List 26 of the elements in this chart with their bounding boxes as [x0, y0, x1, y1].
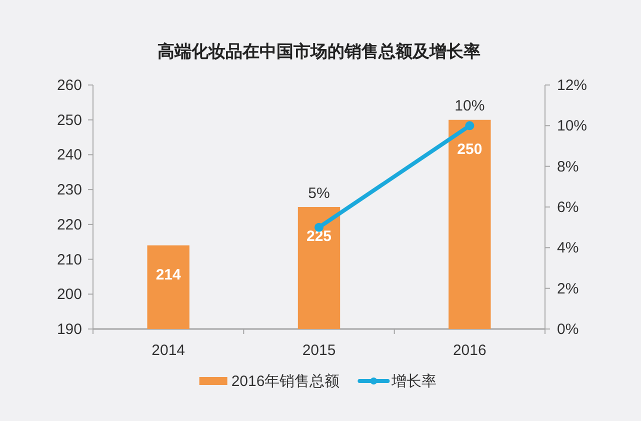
- y2-tick-label: 4%: [557, 240, 579, 257]
- y2-tick-label: 0%: [557, 321, 579, 338]
- y-tick-label: 250: [56, 112, 82, 129]
- data-label: 214: [156, 266, 182, 284]
- y-tick-label: 230: [56, 182, 82, 199]
- y-tick-label: 210: [56, 251, 82, 268]
- y2-tick-label: 2%: [557, 280, 579, 298]
- y-tick-label: 200: [56, 286, 82, 304]
- y-tick-label: 260: [56, 77, 82, 94]
- data-label: 10%: [454, 98, 485, 115]
- y-tick-label: 190: [56, 321, 82, 338]
- data-label: 250: [457, 140, 482, 158]
- y-tick-label: 240: [56, 146, 82, 164]
- x-tick-label: 2016: [452, 342, 486, 359]
- data-label: 225: [306, 228, 332, 245]
- chart-title: 高端化妆品在中国市场的销售总额及增长率: [158, 42, 480, 61]
- y2-tick-label: 12%: [557, 77, 588, 94]
- data-label: 5%: [308, 185, 330, 202]
- y2-tick-label: 6%: [557, 199, 579, 216]
- legend-label: 2016年销售总额: [231, 373, 340, 390]
- legend-label: 增长率: [390, 373, 437, 390]
- x-tick-label: 2015: [302, 342, 336, 359]
- x-tick-label: 2014: [152, 342, 186, 359]
- y2-tick-label: 10%: [557, 118, 588, 135]
- y2-tick-label: 8%: [557, 158, 579, 176]
- y-tick-label: 220: [56, 216, 82, 234]
